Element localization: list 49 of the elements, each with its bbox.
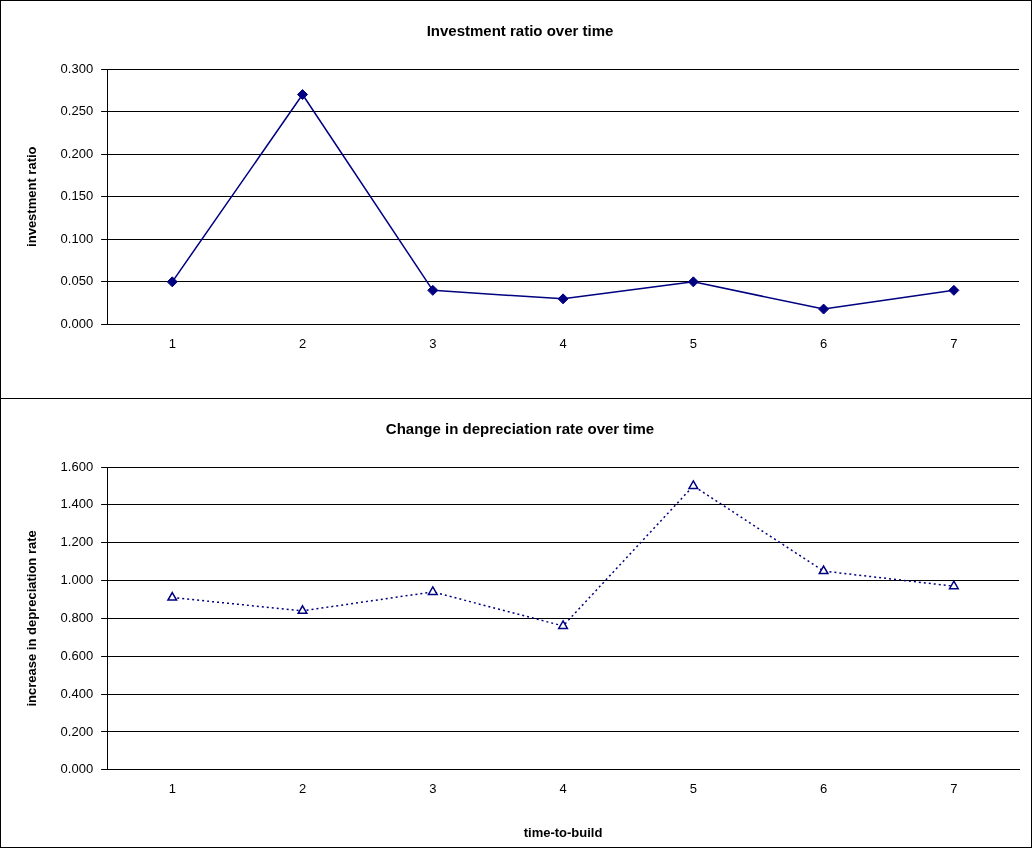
y-tick-label: 1.200: [60, 534, 94, 550]
y-axis-title: investment ratio: [24, 146, 40, 247]
point: [948, 284, 960, 296]
y-axis-title: increase in depreciation rate: [24, 530, 40, 707]
point: [167, 591, 178, 601]
point: [687, 276, 699, 288]
point: [557, 620, 569, 630]
x-tick-label: 1: [168, 781, 176, 797]
chart-title: Change in depreciation rate over time: [385, 420, 655, 438]
point: [297, 89, 309, 101]
point: [688, 480, 699, 490]
x-tick-label: 3: [429, 335, 437, 351]
point: [818, 565, 829, 575]
point: [818, 303, 830, 315]
y-tick-label: 0.200: [60, 145, 94, 161]
x-axis-title: time-to-build: [523, 824, 603, 840]
x-tick-label: 4: [559, 781, 567, 797]
x-tick-label: 1: [168, 335, 176, 351]
y-tick-label: 1.000: [60, 572, 94, 588]
y-tick-label: 0.000: [60, 761, 94, 777]
y-tick-label: 0.150: [60, 188, 94, 204]
y-tick-label: 1.600: [60, 458, 94, 474]
x-tick-label: 2: [298, 781, 307, 797]
y-tick-label: 1.400: [60, 496, 94, 512]
point: [297, 605, 308, 615]
y-tick-label: 0.300: [60, 60, 94, 76]
chart-title: Investment ratio over time: [426, 22, 614, 40]
point: [948, 580, 959, 590]
x-tick-label: 7: [950, 335, 958, 351]
point: [557, 293, 569, 305]
point: [166, 276, 178, 288]
x-tick-label: 6: [819, 335, 828, 351]
y-tick-label: 0.600: [60, 647, 94, 663]
y-tick-label: 0.000: [60, 315, 94, 331]
y-tick-label: 0.100: [60, 230, 94, 246]
point: [427, 586, 438, 596]
y-tick-label: 0.200: [60, 723, 94, 739]
x-tick-label: 4: [559, 335, 567, 351]
point: [427, 284, 439, 296]
y-tick-label: 0.800: [60, 609, 94, 625]
x-tick-label: 6: [819, 781, 828, 797]
x-tick-label: 3: [429, 781, 437, 797]
x-tick-label: 5: [689, 781, 697, 797]
y-tick-label: 0.250: [60, 103, 94, 119]
x-tick-label: 5: [689, 335, 697, 351]
x-tick-label: 7: [950, 781, 958, 797]
x-tick-label: 2: [298, 335, 307, 351]
y-tick-label: 0.050: [60, 273, 94, 289]
y-tick-label: 0.400: [60, 685, 94, 701]
